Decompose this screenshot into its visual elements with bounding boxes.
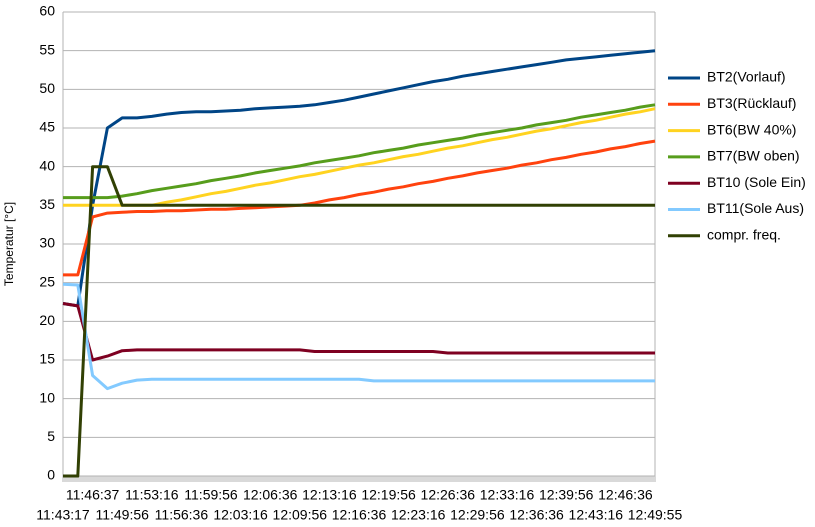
x-tick-label: 11:53:16 [125,487,179,503]
x-tick-label: 12:13:16 [302,487,357,503]
x-tick-label: 12:49:55 [628,507,683,523]
legend-label: BT2(Vorlauf) [707,69,786,85]
x-tick-label: 12:19:56 [361,487,416,503]
y-tick-label: 25 [39,273,55,289]
x-tick-label: 12:33:16 [480,487,535,503]
x-tick-label: 12:43:16 [569,507,624,523]
y-tick-label: 40 [39,157,55,173]
y-tick-label: 0 [47,467,55,483]
y-tick-label: 60 [39,3,55,19]
y-tick-label: 45 [39,119,55,135]
x-tick-label: 12:26:36 [421,487,476,503]
x-tick-label: 12:23:16 [391,507,446,523]
series-line [62,49,656,308]
legend-label: compr. freq. [707,227,781,243]
series-line [62,302,655,362]
x-tick-label: 12:03:16 [213,507,268,523]
legend-label: BT3(Rücklauf) [707,95,796,111]
x-tick-label: 12:09:56 [273,507,328,523]
x-tick-label: 11:56:36 [155,507,209,523]
x-tick-label: 11:46:37 [66,487,120,503]
series-line [63,107,656,207]
series-line [63,103,656,200]
x-tick-label: 11:49:56 [95,507,149,523]
y-tick-label: 5 [47,428,55,444]
x-tick-label: 12:16:36 [332,507,387,523]
y-tick-label: 55 [39,41,55,57]
y-tick-label: 50 [39,80,55,96]
legend-label: BT6(BW 40%) [707,121,796,137]
y-tick-label: 35 [39,196,55,212]
y-tick-label: 15 [39,351,55,367]
x-tick-label: 12:46:36 [598,487,653,503]
legend-label: BT11(Sole Aus) [707,200,804,216]
x-tick-label: 12:36:36 [509,507,564,523]
x-tick-label: 11:59:56 [184,487,238,503]
x-tick-label: 11:43:17 [36,507,90,523]
x-tick-label: 12:29:56 [450,507,505,523]
x-tick-label: 12:39:56 [539,487,594,503]
y-tick-label: 20 [39,312,55,328]
legend-label: BT10 (Sole Ein) [707,174,806,190]
series-line [63,139,656,277]
legend-label: BT7(BW oben) [707,148,800,164]
series-line [62,282,655,391]
x-tick-label: 12:06:36 [243,487,298,503]
series-line [63,165,655,478]
y-tick-label: 10 [39,389,55,405]
y-axis-label: Temperatur [°C] [2,202,16,286]
y-tick-label: 30 [39,235,55,251]
